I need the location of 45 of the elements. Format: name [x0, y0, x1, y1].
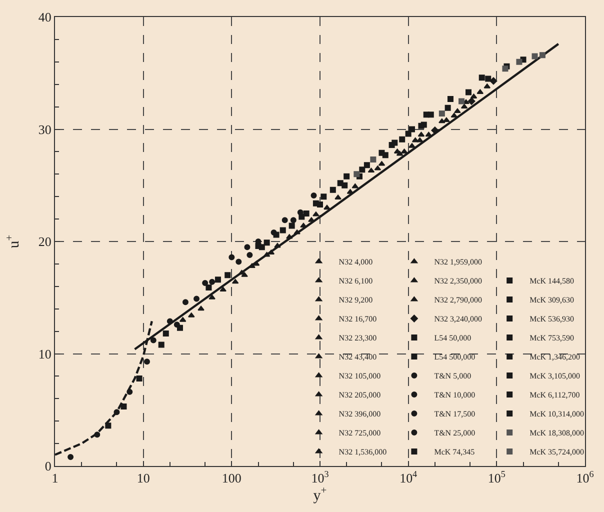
legend-label: N32 2,790,000: [434, 296, 482, 305]
legend-label: T&N 17,500: [434, 410, 476, 419]
legend-label: N32 16,700: [338, 314, 377, 324]
legend-label: L54 500,000: [434, 352, 476, 362]
x-tick-label: 10: [136, 470, 150, 486]
legend-label: McK 1,346,200: [530, 352, 580, 362]
legend-label: McK 3,105,000: [530, 372, 580, 381]
y-tick-label: 30: [38, 122, 52, 137]
legend-label: McK 18,308,000: [530, 428, 584, 438]
legend-label: McK 144,580: [530, 276, 574, 286]
y-tick-label: 10: [38, 346, 52, 362]
x-tick-label: 10$^{5}$: [488, 469, 506, 486]
legend-label: N32 1,536,000: [338, 448, 387, 457]
legend-label: T&N 25,000: [434, 428, 476, 438]
legend-label: N32 2,350,000: [434, 276, 482, 286]
legend-label: McK 10,314,000: [530, 410, 584, 419]
x-tick-label: 1: [52, 470, 58, 486]
legend-label: T&N 5,000: [434, 372, 472, 381]
legend-label: N32 6,100: [338, 276, 373, 286]
x-tick-label: 10$^{4}$: [400, 469, 418, 486]
legend-label: N32 725,000: [338, 428, 381, 438]
legend-label: N32 4,000: [338, 258, 373, 267]
legend-label: N32 9,200: [338, 296, 373, 305]
legend-label: N32 205,000: [338, 390, 381, 400]
y-tick-label: 20: [38, 234, 52, 250]
y-tick-label: 40: [38, 10, 52, 25]
legend-label: McK 536,930: [530, 314, 574, 324]
legend-label: N32 43,400: [338, 352, 377, 362]
legend-label: L54 50,000: [434, 334, 472, 343]
legend-label: McK 74,345: [434, 448, 475, 457]
legend-label: N32 1,959,000: [434, 258, 482, 267]
legend-label: McK 6,112,700: [530, 390, 580, 400]
x-tick-label: 10$^{6}$: [576, 469, 594, 486]
legend-label: N32 105,000: [338, 372, 381, 381]
legend-label: McK 753,590: [530, 334, 574, 343]
legend-label: McK 309,630: [530, 296, 574, 305]
legend-label: T&N 10,000: [434, 390, 476, 400]
x-axis-title: y$^{+}$: [313, 486, 327, 504]
x-tick-label: 10$^{3}$: [311, 469, 330, 486]
legend-label: McK 35,724,000: [530, 448, 584, 457]
x-tick-label: 100: [222, 470, 242, 486]
legend-label: N32 23,300: [338, 334, 377, 343]
y-tick-label: 0: [44, 458, 52, 474]
legend-label: N32 396,000: [338, 410, 381, 419]
legend-label: N32 3,240,000: [434, 314, 482, 324]
